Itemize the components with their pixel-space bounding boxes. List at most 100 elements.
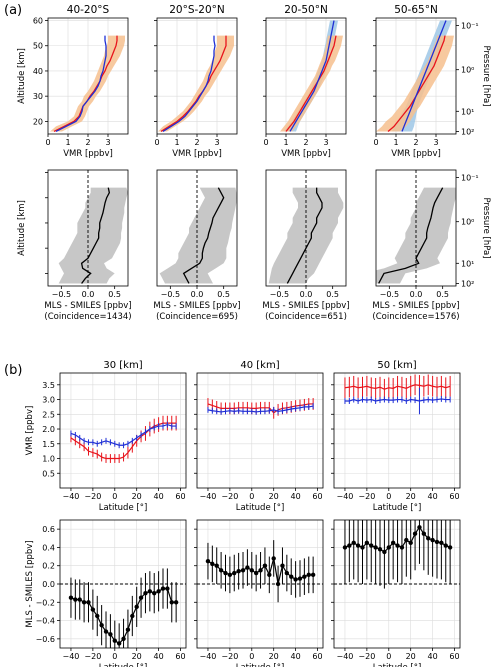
panel-label-b: (b) (4, 363, 22, 378)
data-point (360, 545, 365, 550)
data-point (351, 540, 356, 546)
x-tick-label: 0 (112, 492, 117, 501)
series-line-red (387, 35, 446, 132)
pressure-tick-label: 10¹ (461, 107, 474, 116)
x-axis-label: VMR [ppbv] (63, 149, 113, 159)
data-point (90, 607, 96, 612)
chart-panel-9: −40 −20 0 20 40 60 40 [km] Latitude [°] (194, 360, 324, 513)
x-tick-label: 1 (393, 138, 398, 147)
data-point (271, 556, 276, 561)
x-axis-label: Latitude [°] (373, 663, 422, 667)
x-tick-label: 1 (65, 138, 70, 147)
data-point (439, 540, 444, 546)
x-tick-label: 0 (249, 652, 254, 661)
data-point (412, 531, 418, 536)
data-point (297, 576, 303, 581)
x-tick-label: 60 (175, 492, 185, 501)
data-point (134, 604, 139, 610)
data-point (369, 543, 374, 548)
chart-plot-area (197, 373, 323, 488)
chart-plot-area (60, 373, 186, 488)
x-tick-label: 60 (312, 492, 322, 501)
x-tick-label: 20 (132, 652, 142, 661)
chart-title: 20-50°N (284, 4, 328, 16)
y-tick-label: 0.0 (42, 580, 55, 589)
x-tick-label: 40 (154, 492, 164, 501)
data-point (306, 572, 311, 578)
x-tick-label: 20 (269, 652, 279, 661)
series-line-blue (401, 20, 447, 132)
x-tick-label: −40 (63, 652, 80, 661)
data-point (347, 543, 352, 548)
chart-panel-10: −40 −20 0 20 40 60 50 [km] Latitude [°] (331, 360, 461, 513)
uncertainty-band (50, 35, 125, 132)
uncertainty-band (376, 35, 454, 132)
data-point (236, 569, 241, 574)
chart-title: 40 [km] (240, 360, 279, 371)
data-point (355, 543, 361, 548)
pressure-axis-label: Pressure [hPa] (481, 46, 491, 107)
data-point (223, 570, 228, 576)
data-point (147, 589, 153, 594)
x-tick-label: −0.5 (52, 290, 71, 299)
data-point (73, 597, 78, 602)
data-point (253, 570, 259, 576)
chart-panel-6: −0.5 0.0 0.5 MLS - SMILES [ppbv](Coincidenc… (262, 169, 350, 322)
x-tick-label: 60 (449, 652, 459, 661)
data-point (160, 586, 166, 591)
x-tick-label: −40 (337, 652, 354, 661)
chart-plot-area (197, 520, 323, 648)
x-tick-label: 40 (154, 652, 164, 661)
data-point (245, 565, 250, 570)
chart-frame (59, 372, 187, 489)
chart-title: 50-65°N (394, 4, 438, 16)
data-point (143, 590, 148, 596)
data-point (408, 540, 413, 546)
data-point (112, 638, 117, 643)
x-tick-label: 60 (175, 652, 185, 661)
data-point (342, 545, 348, 550)
series-line-blue (289, 20, 335, 132)
x-axis-label: Latitude [°] (99, 503, 148, 513)
chart-panel-0: 0 1 2 3 20 30 40 50 60 40-20°S VMR [ppbv] Altitude … (17, 4, 129, 159)
chart-panel-11: −40 −20 0 20 40 60 −0.6 −0.4 −0.2 0.0 0.2 0.4 0.6 Lat… (25, 519, 187, 667)
series-line-blue (55, 35, 107, 133)
data-point (218, 568, 224, 573)
uncertainty-band (58, 187, 128, 284)
data-point (205, 558, 211, 564)
y-tick-label: 0.5 (42, 469, 55, 478)
data-point (382, 549, 387, 555)
chart-plot-area (334, 373, 460, 488)
x-tick-label: 0.0 (300, 290, 313, 299)
chart-plot-area (376, 18, 456, 134)
data-point (249, 568, 254, 573)
chart-panel-7: −0.5 0.0 0.5 10⁻¹ 10⁰ 10¹ 10² Pressure [hPa] MLS… (372, 169, 491, 322)
x-tick-label: 40 (428, 492, 438, 501)
x-tick-label: 2 (85, 138, 90, 147)
x-axis-label: VMR [ppbv] (172, 149, 222, 159)
x-tick-label: 40 (291, 652, 301, 661)
data-point (125, 627, 131, 632)
data-point (443, 543, 448, 548)
y-tick-label: 0.6 (42, 525, 55, 534)
x-tick-label: 0 (112, 652, 117, 661)
x-tick-label: 0.5 (217, 290, 230, 299)
data-point (434, 539, 440, 545)
data-point (310, 572, 316, 578)
x-tick-label: −0.5 (270, 290, 289, 299)
chart-plot-area (60, 520, 186, 648)
coincidence-label: (Coincidence=695) (156, 312, 238, 322)
data-point (86, 600, 91, 605)
x-tick-label: −20 (358, 492, 375, 501)
data-point (152, 590, 157, 596)
data-point (77, 597, 82, 602)
data-point (169, 600, 174, 605)
series-line-blue (162, 35, 216, 133)
chart-panel-3: 0 1 2 3 10⁻¹ 10⁰ 10¹ 10² Pressure [hPa] 50-65°N VM… (373, 4, 491, 159)
x-tick-label: 0.5 (108, 290, 121, 299)
x-tick-label: −20 (84, 652, 101, 661)
x-tick-label: 1 (174, 138, 179, 147)
coincidence-label: (Coincidence=1576) (372, 312, 459, 322)
data-point (399, 545, 405, 550)
